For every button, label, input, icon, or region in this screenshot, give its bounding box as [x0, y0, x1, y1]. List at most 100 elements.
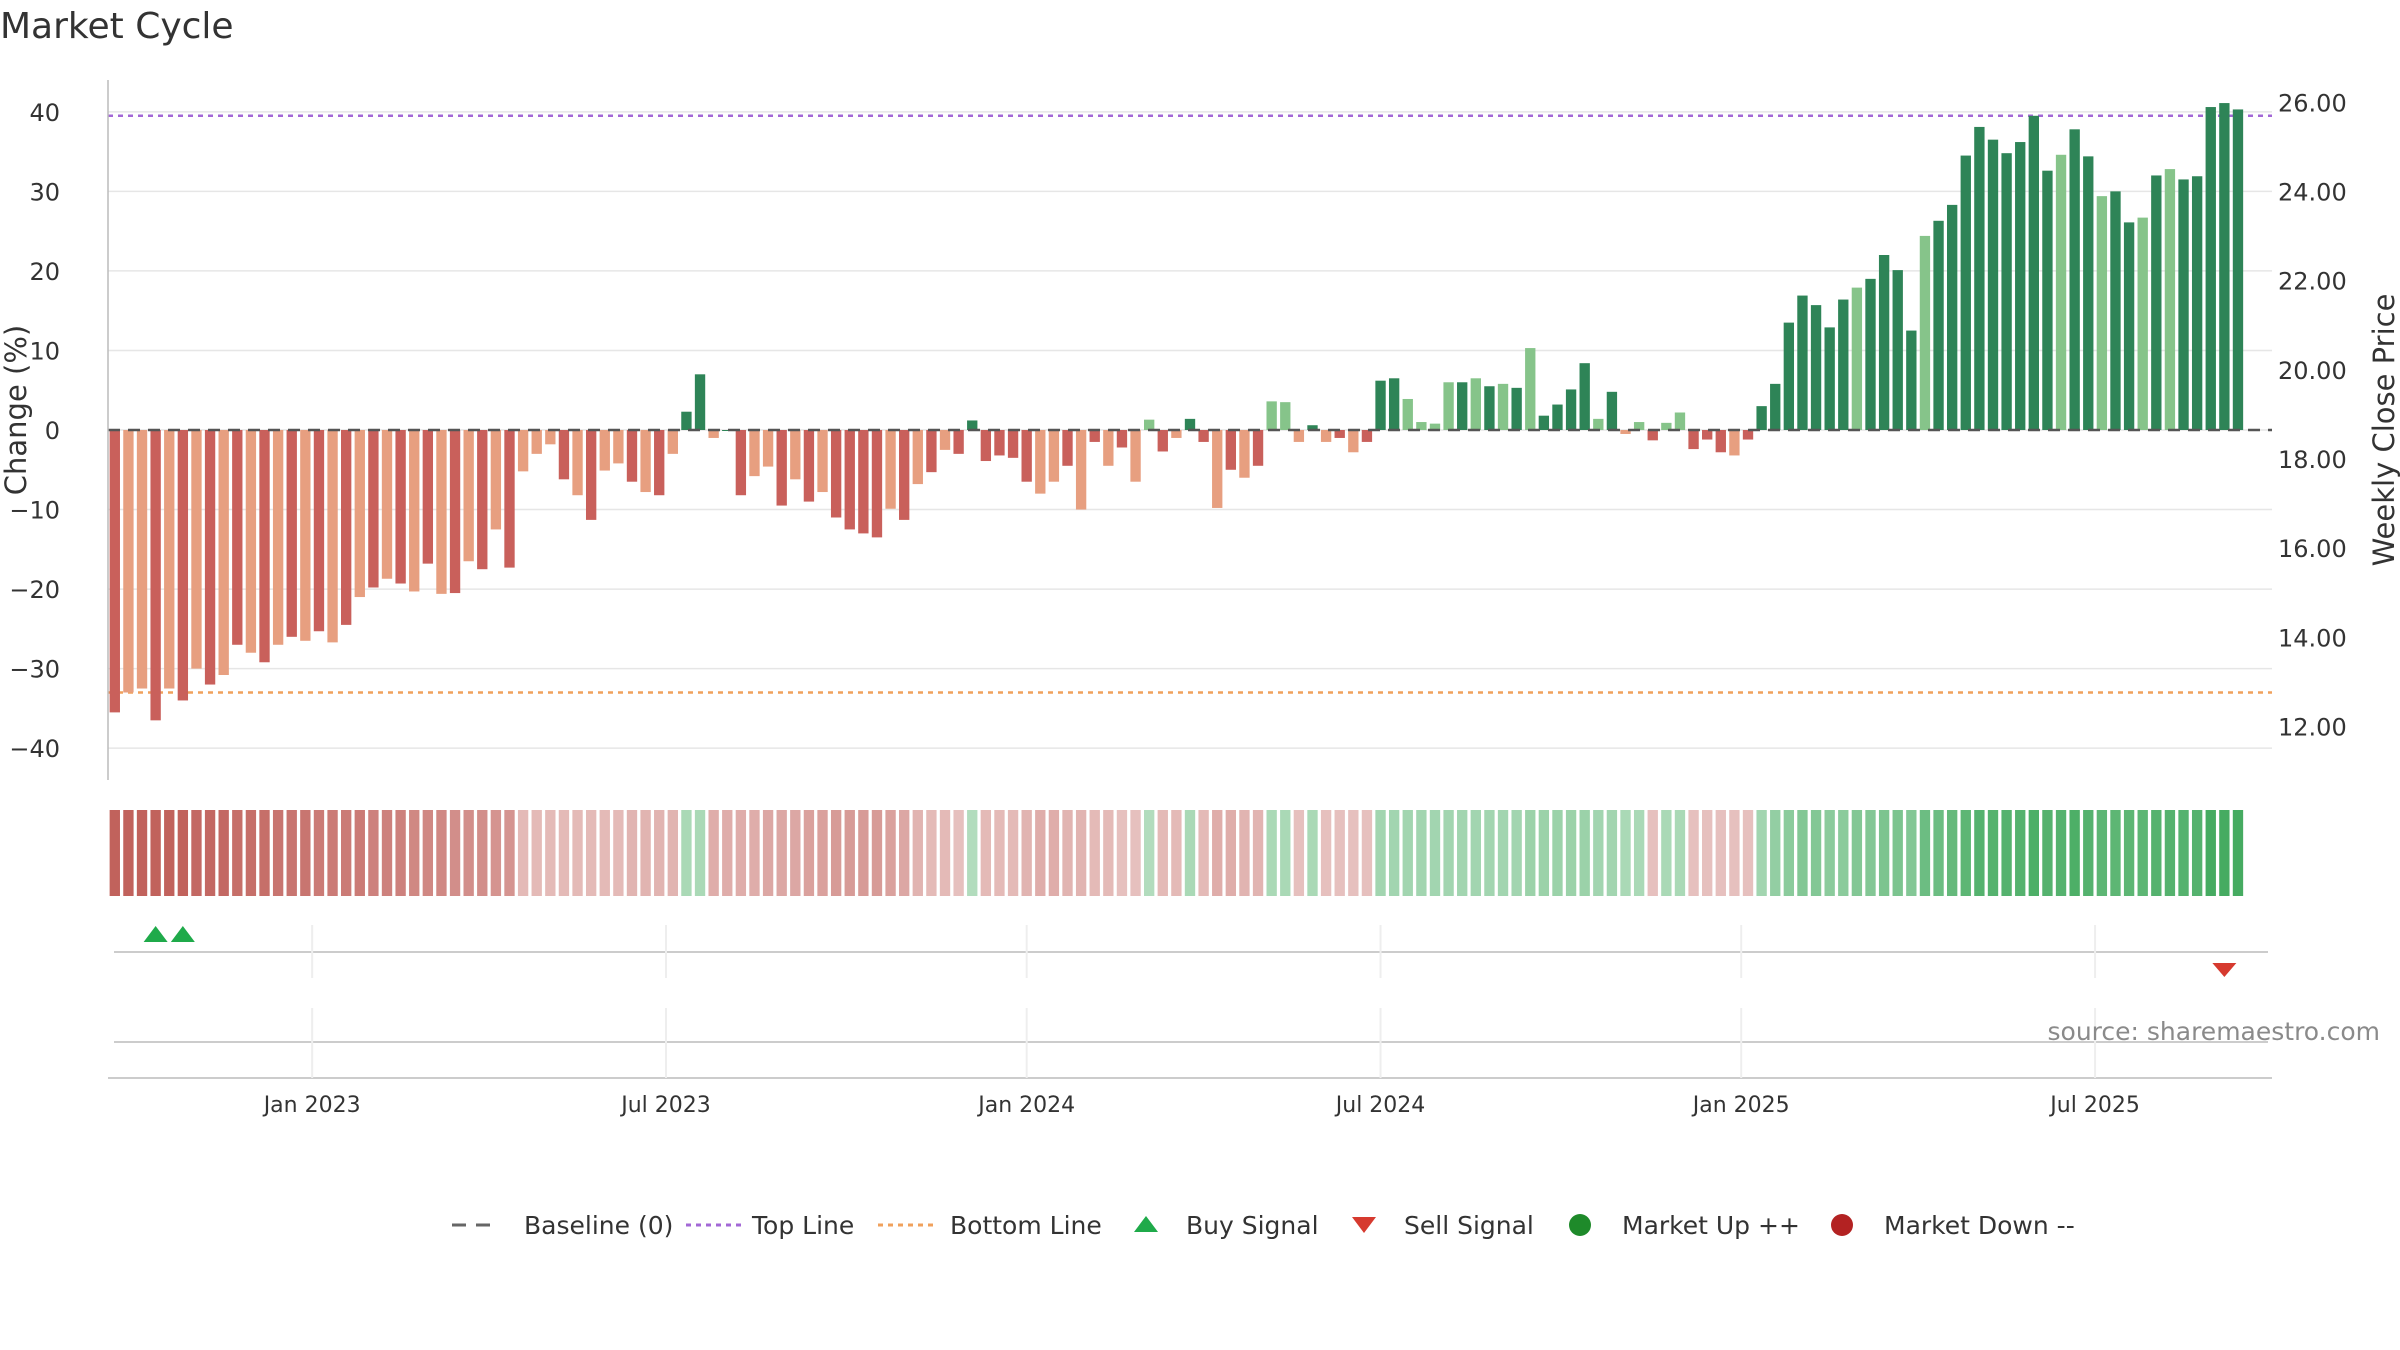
bar-week-5 [177, 430, 189, 701]
strength-cell-week-10 [245, 810, 257, 896]
bar-week-3 [150, 430, 161, 721]
strength-cell-week-153 [2191, 810, 2203, 896]
bar-week-29 [504, 430, 515, 568]
bar-week-145 [2083, 156, 2094, 430]
bar-week-72 [1089, 430, 1100, 442]
strength-cell-week-43 [694, 810, 706, 896]
bar-week-10 [245, 430, 257, 653]
bar-week-149 [2137, 217, 2148, 430]
bar-week-95 [1402, 398, 1413, 430]
strength-cell-week-34 [572, 810, 583, 896]
signal-panel [108, 925, 2272, 1079]
bar-week-55 [858, 430, 869, 534]
strength-cell-week-32 [545, 810, 556, 896]
strength-cell-week-70 [1062, 810, 1073, 896]
bar-week-37 [613, 430, 624, 464]
strength-cell-week-15 [313, 810, 325, 896]
bar-week-122 [1770, 383, 1781, 430]
y-right-tick-label: 18.00 [2278, 446, 2347, 474]
bar-week-137 [1974, 126, 1985, 430]
strength-cell-week-47 [749, 810, 760, 896]
strength-cell-week-58 [899, 810, 910, 896]
strength-cell-week-51 [803, 810, 815, 896]
y-left-tick-label: 40 [29, 99, 60, 127]
strength-cell-week-53 [830, 810, 842, 896]
strength-cell-week-8 [218, 810, 229, 896]
bar-week-78 [1171, 430, 1182, 438]
legend-market-down-swatch [1831, 1214, 1853, 1236]
bar-week-64 [980, 430, 992, 462]
legend-sell-swatch [1352, 1217, 1376, 1233]
bar-week-52 [817, 430, 828, 493]
bar-week-80 [1198, 430, 1209, 442]
x-tick-label: Jul 2025 [2048, 1093, 2140, 1118]
strength-cell-week-1 [123, 810, 134, 896]
strength-cell-week-126 [1824, 810, 1835, 896]
legend-label: Baseline (0) [524, 1211, 673, 1240]
strength-cell-week-16 [327, 810, 338, 896]
strength-cell-week-155 [2219, 810, 2230, 896]
strength-cell-week-147 [2110, 810, 2121, 896]
strength-cell-week-117 [1702, 810, 1713, 896]
bar-week-89 [1320, 430, 1332, 442]
bar-week-133 [1919, 235, 1931, 430]
strength-cell-week-102 [1497, 810, 1509, 896]
bar-week-94 [1388, 378, 1400, 430]
bar-week-140 [2015, 142, 2026, 430]
y-right-tick-label: 26.00 [2278, 89, 2347, 117]
buy-signal-marker [143, 926, 168, 942]
strength-cell-week-23 [422, 810, 434, 896]
strength-cell-week-12 [272, 810, 284, 896]
x-tick-label: Jul 2023 [619, 1093, 711, 1118]
bar-week-90 [1334, 430, 1345, 438]
bar-week-131 [1892, 270, 1903, 430]
bar-week-123 [1783, 322, 1795, 430]
strength-cell-week-36 [599, 810, 610, 896]
bar-week-99 [1457, 382, 1468, 430]
strength-cell-week-50 [790, 810, 801, 896]
bar-week-147 [2110, 191, 2121, 430]
strength-cell-week-112 [1633, 810, 1645, 896]
bar-week-74 [1116, 430, 1128, 448]
bar-week-61 [939, 430, 951, 450]
strength-cell-week-13 [286, 810, 297, 896]
bar-week-111 [1620, 430, 1631, 434]
legend: Baseline (0) Top Line Bottom Line Buy Signa… [452, 1211, 2075, 1240]
bar-week-2 [136, 430, 148, 689]
bar-week-125 [1810, 305, 1822, 430]
bar-week-35 [585, 430, 597, 520]
y-right-tick-label: 14.00 [2278, 624, 2347, 652]
bar-week-57 [885, 430, 896, 509]
bar-week-96 [1416, 422, 1427, 430]
strength-cell-week-120 [1742, 810, 1754, 896]
bar-week-102 [1497, 383, 1509, 430]
strength-cell-week-100 [1470, 810, 1481, 896]
strength-cell-week-7 [204, 810, 216, 896]
bar-week-88 [1307, 425, 1318, 430]
bar-week-13 [286, 430, 297, 637]
strength-cell-week-151 [2164, 810, 2176, 896]
bar-week-113 [1647, 430, 1658, 441]
bar-week-68 [1035, 430, 1046, 494]
reference-lines [108, 114, 2272, 694]
strength-cell-week-56 [871, 810, 883, 896]
bar-week-28 [490, 430, 502, 530]
y-right-tick-label: 20.00 [2278, 357, 2347, 385]
strength-cell-week-63 [967, 810, 978, 896]
strength-cell-week-143 [2055, 810, 2067, 896]
bar-week-48 [762, 430, 774, 467]
strength-cell-week-108 [1579, 810, 1590, 896]
bar-week-139 [2001, 153, 2012, 430]
strength-cell-week-35 [585, 810, 597, 896]
bar-week-4 [164, 430, 175, 689]
bar-week-101 [1484, 386, 1495, 430]
bar-week-9 [232, 430, 243, 645]
strength-cell-week-83 [1239, 810, 1250, 896]
bar-week-42 [681, 411, 692, 430]
legend-label: Sell Signal [1404, 1211, 1534, 1240]
strength-cell-week-45 [722, 810, 733, 896]
bar-week-53 [830, 430, 842, 518]
strength-cell-week-131 [1892, 810, 1903, 896]
strength-cell-week-84 [1252, 810, 1264, 896]
strength-cell-week-44 [708, 810, 719, 896]
